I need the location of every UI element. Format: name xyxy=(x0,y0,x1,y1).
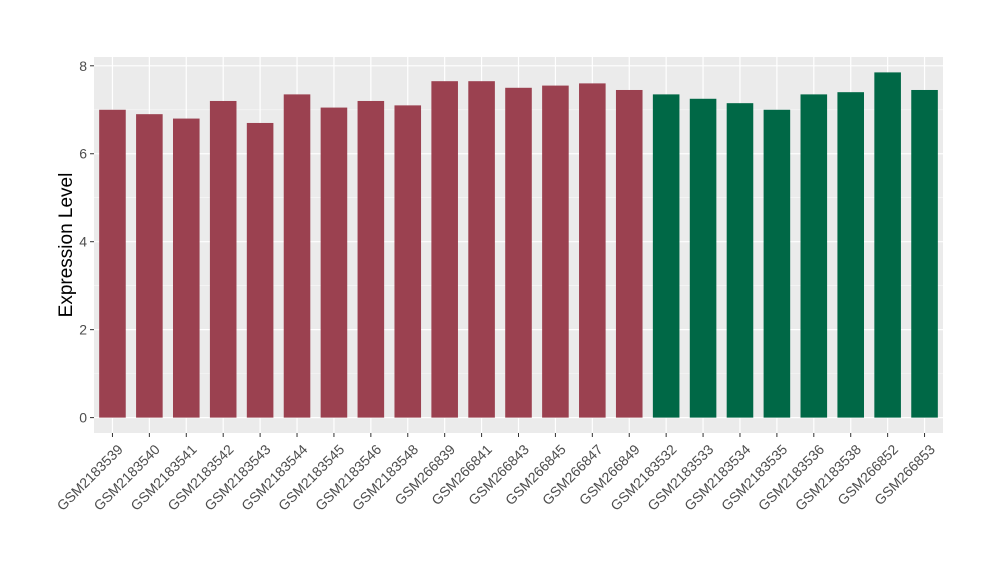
y-tick-label: 2 xyxy=(79,322,87,338)
bar-layer xyxy=(99,72,938,418)
bar-GSM266849 xyxy=(615,89,643,418)
bar-GSM2183546 xyxy=(357,100,385,418)
bar-GSM2183539 xyxy=(99,109,126,418)
bar-GSM266841 xyxy=(468,81,495,418)
bar-GSM2183548 xyxy=(394,105,422,418)
bar-GSM2183544 xyxy=(283,94,311,418)
bar-GSM2183545 xyxy=(320,107,348,418)
bar-GSM266843 xyxy=(505,87,532,418)
y-axis-title: Expression Level xyxy=(56,173,77,318)
bar-GSM266847 xyxy=(579,83,606,418)
bar-GSM2183534 xyxy=(726,103,754,418)
y-tick-label: 6 xyxy=(79,146,87,162)
y-tick-label: 4 xyxy=(79,234,87,250)
bar-GSM266845 xyxy=(542,85,569,418)
bar-GSM2183540 xyxy=(136,114,163,418)
bar-GSM2183536 xyxy=(800,94,828,418)
bar-GSM2183541 xyxy=(172,118,200,418)
bar-GSM2183542 xyxy=(209,100,237,418)
bar-GSM266839 xyxy=(431,81,458,418)
bar-GSM266852 xyxy=(874,72,901,418)
bar-GSM2183532 xyxy=(652,94,680,418)
bar-GSM266853 xyxy=(911,89,938,418)
bar-GSM2183538 xyxy=(837,92,865,418)
bar-GSM2183533 xyxy=(689,98,717,418)
y-tick-label: 0 xyxy=(79,410,87,426)
bar-GSM2183535 xyxy=(763,109,791,418)
bar-GSM2183543 xyxy=(246,122,274,418)
y-tick-label: 8 xyxy=(79,58,87,74)
